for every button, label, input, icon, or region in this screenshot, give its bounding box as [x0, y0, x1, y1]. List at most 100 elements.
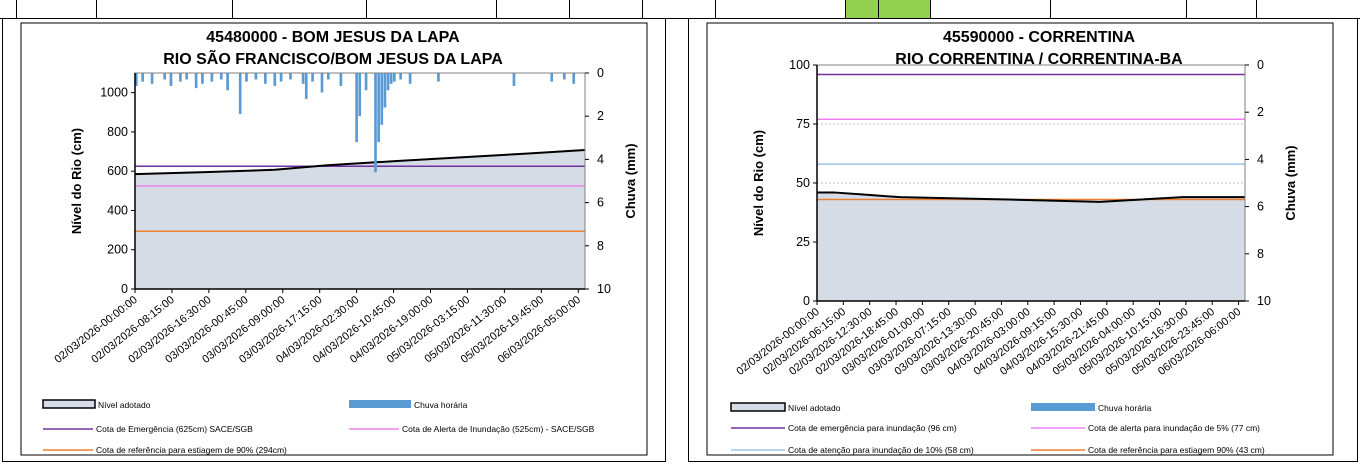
legend-label: Cota de alerta para inundação de 5% (77 …: [1088, 423, 1260, 433]
rain-bar: [179, 73, 182, 82]
table-cell: [930, 0, 1051, 18]
table-cell: [496, 0, 570, 18]
rain-bar: [389, 73, 393, 84]
rain-bar: [141, 73, 144, 82]
table-cell: [1186, 0, 1257, 18]
y-tick-label: 50: [796, 176, 810, 190]
rain-bar: [304, 73, 308, 99]
rain-bar: [393, 73, 396, 82]
y2-tick-label: 10: [1257, 294, 1271, 308]
chart-frame: [20, 22, 648, 456]
rain-bar: [320, 73, 324, 93]
rain-bar: [383, 73, 387, 108]
rain-bar: [572, 73, 576, 84]
table-cell: [1050, 0, 1187, 18]
table-cell: [366, 0, 497, 18]
rain-bar: [210, 73, 214, 82]
rain-bar: [311, 73, 314, 82]
legend-swatch-area: [730, 402, 786, 412]
y-axis-label: Nível do Rio (cm): [69, 128, 84, 234]
y-tick-label: 600: [107, 164, 128, 178]
rain-bar: [150, 73, 154, 84]
table-cell: [642, 0, 716, 18]
rain-bar: [364, 73, 368, 91]
y-tick-label: 0: [121, 282, 128, 296]
y-tick-label: 75: [796, 117, 810, 131]
legend-label: Cota de emergência para inundação (96 cm…: [788, 423, 957, 433]
rain-bar: [289, 73, 292, 80]
legend-label: Chuva horária: [414, 400, 468, 410]
rain-bar: [437, 73, 440, 82]
rain-bar: [254, 73, 258, 80]
y2-tick-label: 8: [1257, 247, 1264, 261]
rain-bar: [550, 73, 554, 82]
table-cell: [96, 0, 233, 18]
y2-tick-label: 2: [1257, 105, 1264, 119]
rain-bar: [169, 73, 173, 86]
chart-subtitle: RIO SÃO FRANCISCO/BOM JESUS DA LAPA: [163, 48, 503, 68]
chart-panel-bom-jesus-da-lapa: 45480000 - BOM JESUS DA LAPA RIO SÃO FRAN…: [2, 18, 666, 462]
y2-tick-label: 6: [1257, 200, 1264, 214]
table-cell: [16, 0, 97, 18]
chart-panel-correntina: 45590000 - CORRENTINA RIO CORRENTINA / CO…: [688, 18, 1358, 462]
rain-bar: [194, 73, 198, 89]
y2-tick-label: 10: [597, 282, 611, 296]
rain-bar: [358, 73, 362, 117]
y-tick-label: 400: [107, 203, 128, 217]
rain-bar: [219, 73, 223, 80]
y-axis-label: Nível do Rio (cm): [751, 130, 766, 236]
y2-tick-label: 4: [597, 152, 604, 166]
legend-label: Cota de referência para estiagem de 90% …: [96, 445, 287, 455]
rain-bar: [562, 73, 566, 80]
legend-swatch-area: [42, 399, 96, 409]
rain-bar: [380, 73, 384, 125]
y2-axis-label: Chuva (mm): [1283, 145, 1298, 220]
rain-bar: [163, 73, 166, 80]
y-tick-label: 100: [789, 58, 810, 72]
y-tick-label: 1000: [100, 86, 128, 100]
legend-label: Nível adotado: [788, 403, 841, 413]
y2-tick-label: 4: [1257, 152, 1264, 166]
rain-bar: [273, 73, 277, 86]
rain-bar: [135, 73, 138, 86]
rain-bar: [326, 73, 330, 80]
rain-bar: [245, 73, 248, 82]
legend-label: Cota de Alerta de Inundação (525cm) - SA…: [402, 424, 595, 434]
table-header-row: [0, 0, 1360, 19]
rain-bar: [226, 73, 229, 91]
rain-bar: [185, 73, 189, 80]
chart-title: 45480000 - BOM JESUS DA LAPA: [206, 29, 460, 46]
rain-bar: [339, 73, 343, 86]
table-cell: [232, 0, 367, 18]
table-cell-green: [845, 0, 879, 18]
rain-bar: [301, 73, 305, 84]
level-line: [134, 148, 586, 176]
y-tick-label: 25: [796, 235, 810, 249]
rain-bar: [374, 73, 377, 173]
legend-swatch-bar: [1031, 403, 1095, 411]
y2-tick-label: 0: [597, 66, 604, 80]
rain-bar: [264, 73, 267, 84]
chart-title: 45590000 - CORRENTINA: [943, 29, 1136, 46]
rain-bar: [399, 73, 403, 80]
legend-label: Cota de referência para estiagem 90% (43…: [1088, 445, 1265, 455]
chart-subtitle: RIO CORRENTINA / CORRENTINA-BA: [895, 51, 1183, 68]
legend-label: Chuva horária: [1098, 403, 1152, 413]
y2-tick-label: 2: [597, 109, 604, 123]
rain-bar: [377, 73, 380, 143]
y2-axis-label: Chuva (mm): [623, 143, 638, 218]
table-cell: [1256, 0, 1317, 18]
y2-tick-label: 8: [597, 239, 604, 253]
level-area-fill: [135, 149, 585, 289]
legend-label: Nível adotado: [98, 400, 151, 410]
chart-frame: [706, 22, 1334, 456]
table-cell-green: [878, 0, 931, 18]
y-tick-label: 0: [803, 294, 810, 308]
y-tick-label: 200: [107, 243, 128, 257]
rain-bar: [201, 73, 204, 84]
y2-tick-label: 6: [597, 196, 604, 210]
level-area-fill: [817, 192, 1245, 301]
rain-bar: [355, 73, 358, 143]
legend-label: Cota de Emergência (625cm) SACE/SGB: [96, 424, 253, 434]
y2-tick-label: 0: [1257, 58, 1264, 72]
